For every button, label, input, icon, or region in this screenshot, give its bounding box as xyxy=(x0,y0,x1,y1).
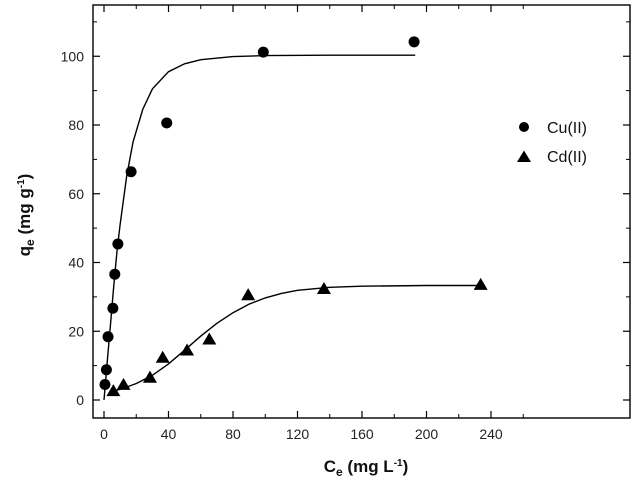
cu-data-point xyxy=(112,238,124,250)
cu-data-point xyxy=(109,268,121,280)
plot-frame xyxy=(92,4,631,419)
x-axis-title: Ce (mg L-1) xyxy=(324,457,409,479)
cu-data-point xyxy=(161,117,173,129)
cu-data-point xyxy=(257,46,269,58)
y-tick-label: 60 xyxy=(68,186,84,202)
cu-data-point xyxy=(100,364,112,376)
cd-data-point xyxy=(241,288,256,301)
x-tick-label: 40 xyxy=(161,426,177,442)
y-axis-title-unit: (mg g xyxy=(15,188,34,239)
cu-data-point xyxy=(102,331,114,343)
y-tick-label: 100 xyxy=(61,48,85,64)
y-tick-label: 40 xyxy=(68,255,84,271)
cd-fit-curve xyxy=(113,284,482,392)
x-axis-title-unit-sup: -1 xyxy=(394,458,403,469)
legend-label-cd: Cd(II) xyxy=(547,149,587,166)
cd-data-point xyxy=(473,277,488,290)
x-tick-label: 0 xyxy=(100,426,108,442)
cu-data-point xyxy=(125,166,137,178)
cd-data-point xyxy=(106,384,121,397)
x-tick-label: 200 xyxy=(415,426,439,442)
x-axis-title-unit-close: ) xyxy=(403,457,409,476)
y-axis-title-unit-close: ) xyxy=(15,174,34,180)
cu-data-point xyxy=(408,36,420,48)
y-axis-title: qe (mg g-1) xyxy=(15,174,37,257)
cu-data-point xyxy=(107,302,119,314)
y-axis-title-unit-sup: -1 xyxy=(16,179,27,188)
cd-data-point xyxy=(202,332,217,345)
legend: Cu(II) Cd(II) xyxy=(517,120,587,166)
y-axis-title-sub: e xyxy=(23,239,37,246)
data-points xyxy=(99,36,488,397)
x-axis-title-main: C xyxy=(324,457,336,476)
x-tick-label: 120 xyxy=(286,426,310,442)
x-axis-title-unit: (mg L xyxy=(343,457,394,476)
cd-data-point xyxy=(316,281,331,295)
cd-data-point xyxy=(180,343,195,356)
cd-data-point xyxy=(142,370,157,383)
plot-border xyxy=(92,4,631,419)
legend-label-cu: Cu(II) xyxy=(547,120,587,137)
x-tick-label: 160 xyxy=(350,426,374,442)
legend-circle-marker xyxy=(519,122,529,132)
y-axis-title-main: q xyxy=(15,246,34,256)
x-tick-label: 240 xyxy=(479,426,503,442)
cd-data-point xyxy=(116,377,131,390)
legend-triangle-marker xyxy=(517,150,531,162)
axis-ticks: 0 40 80 120 160 200 240 0 20 40 60 80 100 xyxy=(61,5,630,442)
y-tick-label: 0 xyxy=(76,392,84,408)
y-tick-label: 80 xyxy=(68,117,84,133)
x-tick-label: 80 xyxy=(225,426,241,442)
x-axis-title-sub: e xyxy=(336,465,343,479)
y-tick-label: 20 xyxy=(68,323,84,339)
cd-data-point xyxy=(155,350,170,363)
fit-curves xyxy=(103,54,482,401)
cu-data-point xyxy=(99,379,111,391)
cu-fit-curve xyxy=(103,54,416,401)
